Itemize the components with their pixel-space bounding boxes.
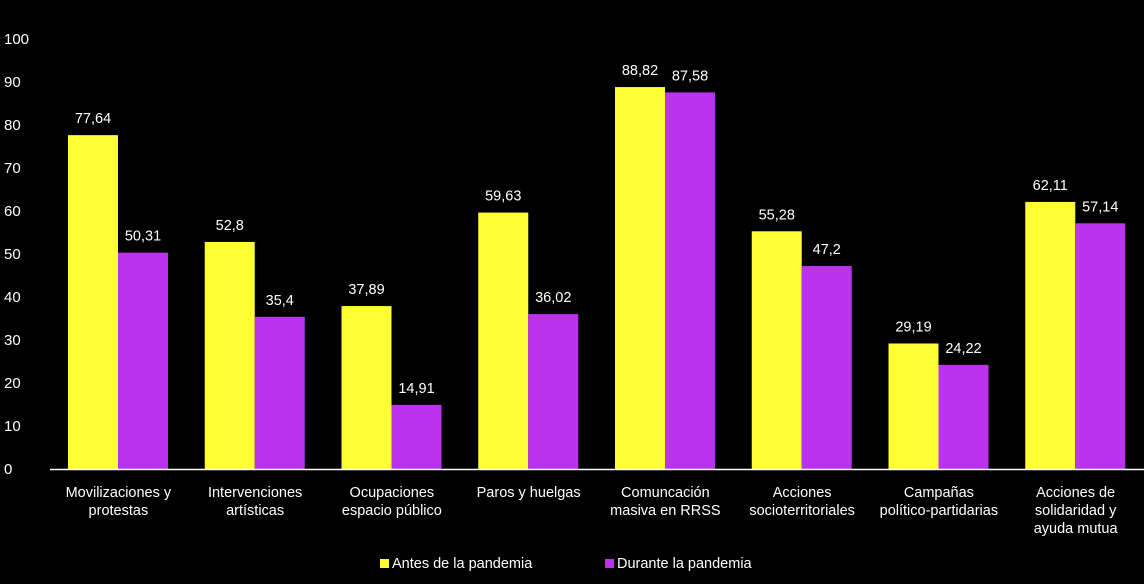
data-label: 37,89 <box>348 282 384 298</box>
category-label-line: masiva en RRSS <box>610 503 720 519</box>
bar <box>751 231 802 469</box>
category-label-line: espacio público <box>342 503 442 519</box>
category-label-line: protestas <box>89 503 149 519</box>
data-labels: 77,64 52,8 37,89 59,63 88,82 55,28 29,19 62,11 5… <box>75 63 1119 397</box>
bar <box>615 87 665 469</box>
y-tick-label: 30 <box>4 332 21 349</box>
category-label-line: Campañas <box>904 485 974 501</box>
category-label: Intervenciones artísticas <box>208 485 302 519</box>
category-label-line: solidaridad y <box>1035 503 1117 519</box>
legend-swatch <box>380 559 389 568</box>
category-label: Acciones socioterritoriales <box>749 485 855 519</box>
bar <box>665 92 715 469</box>
legend-swatch <box>605 559 614 568</box>
bar <box>938 364 989 469</box>
category-label: Campañas político-partidarias <box>880 485 998 519</box>
y-tick-label: 20 <box>4 375 21 392</box>
category-label: Ocupaciones espacio público <box>342 485 442 519</box>
y-axis: 0 10 20 30 40 50 60 70 80 90 100 <box>4 31 29 478</box>
bar <box>68 135 118 469</box>
data-label: 29,19 <box>895 319 931 335</box>
bar <box>528 314 579 469</box>
category-label-line: Paros y huelgas <box>477 485 581 501</box>
category-label-line: ayuda mutua <box>1034 521 1119 537</box>
data-label: 52,8 <box>216 218 244 234</box>
category-label-line: Acciones <box>773 485 832 501</box>
y-tick-label: 10 <box>4 418 21 435</box>
category-label: Movilizaciones y protestas <box>66 485 172 519</box>
data-label: 35,4 <box>266 293 294 309</box>
category-label: Acciones de solidaridad y ayuda mutua <box>1034 485 1119 537</box>
bar <box>1075 223 1126 469</box>
data-label: 77,64 <box>75 111 111 127</box>
category-label-line: Intervenciones <box>208 485 302 501</box>
category-label: Paros y huelgas <box>477 485 581 501</box>
bar <box>341 306 392 469</box>
legend-label: Durante la pandemia <box>617 556 753 572</box>
data-label: 59,63 <box>485 189 521 205</box>
category-label: Comuncación masiva en RRSS <box>610 485 720 519</box>
legend-label: Antes de la pandemia <box>392 556 533 572</box>
y-tick-label: 0 <box>4 461 12 478</box>
bar <box>204 241 255 469</box>
category-label-line: Comuncación <box>621 485 710 501</box>
bar <box>118 252 168 469</box>
data-label: 47,2 <box>813 242 841 258</box>
data-label: 36,02 <box>535 290 571 306</box>
bar <box>391 404 442 469</box>
bar <box>478 212 529 469</box>
legend: Antes de la pandemia Durante la pandemia <box>380 556 753 572</box>
y-tick-label: 80 <box>4 117 21 134</box>
data-label: 57,14 <box>1082 199 1118 215</box>
y-tick-label: 40 <box>4 289 21 306</box>
category-label-line: Ocupaciones <box>350 485 435 501</box>
bar <box>801 266 852 469</box>
data-label: 14,91 <box>398 381 434 397</box>
category-label-line: artísticas <box>226 503 284 519</box>
category-label-line: socioterritoriales <box>749 503 855 519</box>
bar <box>888 343 939 469</box>
data-label: 24,22 <box>945 341 981 357</box>
bars <box>68 87 1126 469</box>
y-tick-label: 100 <box>4 31 29 48</box>
y-tick-label: 70 <box>4 160 21 177</box>
y-tick-label: 50 <box>4 246 21 263</box>
data-label: 62,11 <box>1033 178 1068 194</box>
data-label: 55,28 <box>759 207 795 223</box>
bar <box>254 316 305 469</box>
bar <box>1025 201 1076 469</box>
category-label-line: Movilizaciones y <box>66 485 172 501</box>
data-label: 50,31 <box>125 229 161 245</box>
y-tick-label: 60 <box>4 203 21 220</box>
y-tick-label: 90 <box>4 74 21 91</box>
x-axis: Movilizaciones y protestas Intervenciones a… <box>50 468 1144 537</box>
category-label-line: político-partidarias <box>880 503 998 519</box>
data-label: 87,58 <box>672 68 708 84</box>
data-label: 88,82 <box>622 63 658 79</box>
category-label-line: Acciones de <box>1036 485 1115 501</box>
